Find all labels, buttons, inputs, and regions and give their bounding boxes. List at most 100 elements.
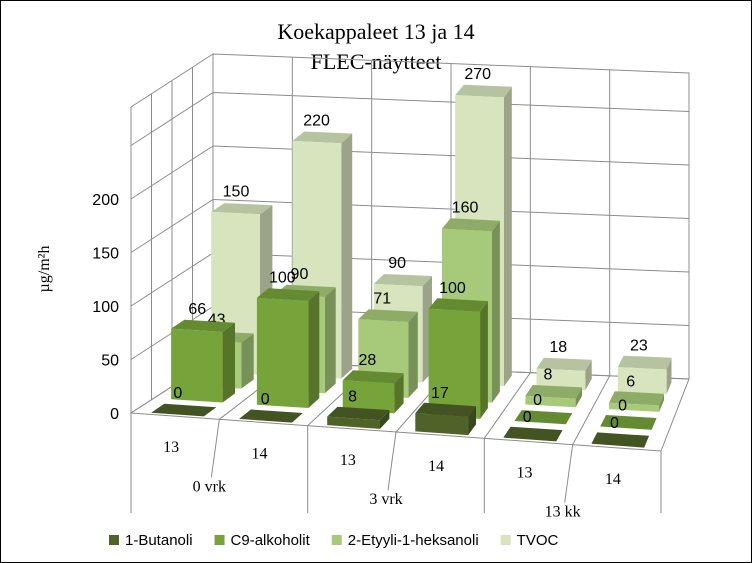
bar: 23 — [617, 337, 672, 395]
x-tick-label: 13 — [340, 452, 356, 469]
legend-label: 1-Butanoli — [125, 532, 193, 549]
data-label: 28 — [359, 352, 377, 369]
y-tick-label: 200 — [92, 192, 119, 209]
bar-side — [408, 311, 418, 398]
bar-side — [324, 287, 336, 394]
bar-top — [151, 403, 217, 417]
category-divider — [387, 431, 397, 491]
bar-top — [514, 410, 573, 425]
data-label: 220 — [303, 112, 330, 129]
bar-side — [575, 387, 582, 408]
bar: 18 — [536, 339, 592, 391]
data-label: 0 — [523, 409, 532, 426]
bar-top — [358, 309, 418, 322]
bar: 0 — [600, 397, 657, 430]
bar-front — [342, 380, 395, 414]
legend-label: TVOC — [517, 532, 559, 549]
bar: 66 — [171, 301, 235, 403]
data-label: 8 — [348, 388, 357, 405]
bar-front — [525, 395, 576, 408]
floor-divider — [483, 372, 531, 439]
gridline — [130, 145, 690, 200]
bar-front — [171, 328, 223, 403]
bar-front — [327, 416, 380, 429]
bar-top — [441, 218, 500, 232]
bar-top — [591, 432, 650, 448]
chart-subtitle: FLEC-näytteet — [311, 49, 442, 74]
bar-side — [241, 333, 254, 389]
bar-top — [327, 406, 390, 421]
y-tick-label: 150 — [92, 246, 119, 263]
bar-side — [585, 359, 592, 391]
y-tick-label: 100 — [92, 299, 119, 316]
bar-top — [415, 402, 476, 417]
legend: 1-Butanoli C9-alkoholit 2-Etyyli-1-heksano… — [109, 532, 558, 549]
y-axis-ticks: 0 50 100 150 200 — [92, 192, 119, 423]
legend-label: 2-Etyyli-1-heksanoli — [348, 532, 479, 549]
bar-side — [341, 133, 353, 379]
data-label: 90 — [291, 266, 309, 283]
bar-side — [666, 357, 672, 395]
bar-top — [239, 409, 303, 423]
x-group-label: 3 vrk — [369, 491, 402, 508]
bar-front — [536, 368, 586, 391]
category-divider — [564, 444, 574, 503]
data-label: 0 — [261, 391, 270, 408]
bar-top — [609, 391, 664, 406]
data-label: 23 — [630, 337, 648, 354]
floor-divider — [572, 375, 611, 445]
x-tick-label: 14 — [252, 446, 268, 463]
x-tick-label: 14 — [428, 458, 444, 475]
x-tick-label: 14 — [605, 471, 621, 488]
bar: 8 — [525, 367, 582, 408]
bar: 0 — [151, 385, 217, 417]
data-label: 270 — [464, 66, 491, 83]
bar: 8 — [327, 388, 390, 429]
y-tick-label: 50 — [101, 353, 119, 370]
bar-side — [308, 291, 320, 408]
bar-top — [455, 84, 512, 98]
bar-top — [211, 203, 273, 215]
data-label: 6 — [626, 373, 635, 390]
data-label: 0 — [173, 385, 182, 402]
data-label: 17 — [431, 385, 449, 402]
data-label: 71 — [373, 291, 391, 308]
bar-side — [659, 393, 664, 412]
bar-side — [394, 373, 404, 414]
bar-side — [504, 86, 512, 387]
bar-top — [617, 355, 672, 370]
category-divider — [210, 419, 220, 478]
data-label: 8 — [543, 367, 552, 384]
bar-top — [342, 370, 404, 384]
data-label: 66 — [188, 301, 206, 318]
legend-swatch — [500, 535, 511, 545]
bar-side — [492, 220, 500, 403]
bar: 0 — [591, 415, 650, 448]
bar-side — [380, 410, 390, 429]
data-label: 150 — [223, 184, 250, 201]
bar-top — [292, 131, 353, 144]
legend-swatch — [214, 535, 225, 545]
bar-front — [415, 413, 469, 436]
bar-side — [222, 322, 235, 403]
bar-top — [428, 298, 488, 312]
data-label: 0 — [610, 415, 619, 432]
x-tick-label: 13 — [517, 465, 533, 482]
x-group-label: 13 kk — [545, 504, 581, 521]
data-label: 90 — [388, 255, 406, 272]
bar-top — [171, 319, 235, 332]
bar: 0 — [514, 392, 573, 425]
x-axis: 13 14 13 14 13 14 0 vrk 3 vrk 13 kk — [130, 413, 662, 521]
bar-top — [256, 288, 320, 301]
bar: 100 — [256, 270, 320, 408]
bar: 0 — [503, 409, 563, 442]
bar-front — [428, 308, 481, 419]
data-label: 0 — [533, 392, 542, 409]
x-group-label: 0 vrk — [193, 478, 226, 495]
bar: 17 — [415, 385, 476, 436]
bar: 28 — [342, 352, 404, 414]
data-label: 160 — [452, 200, 479, 217]
bar-side — [480, 301, 488, 419]
bar-side — [468, 406, 476, 436]
